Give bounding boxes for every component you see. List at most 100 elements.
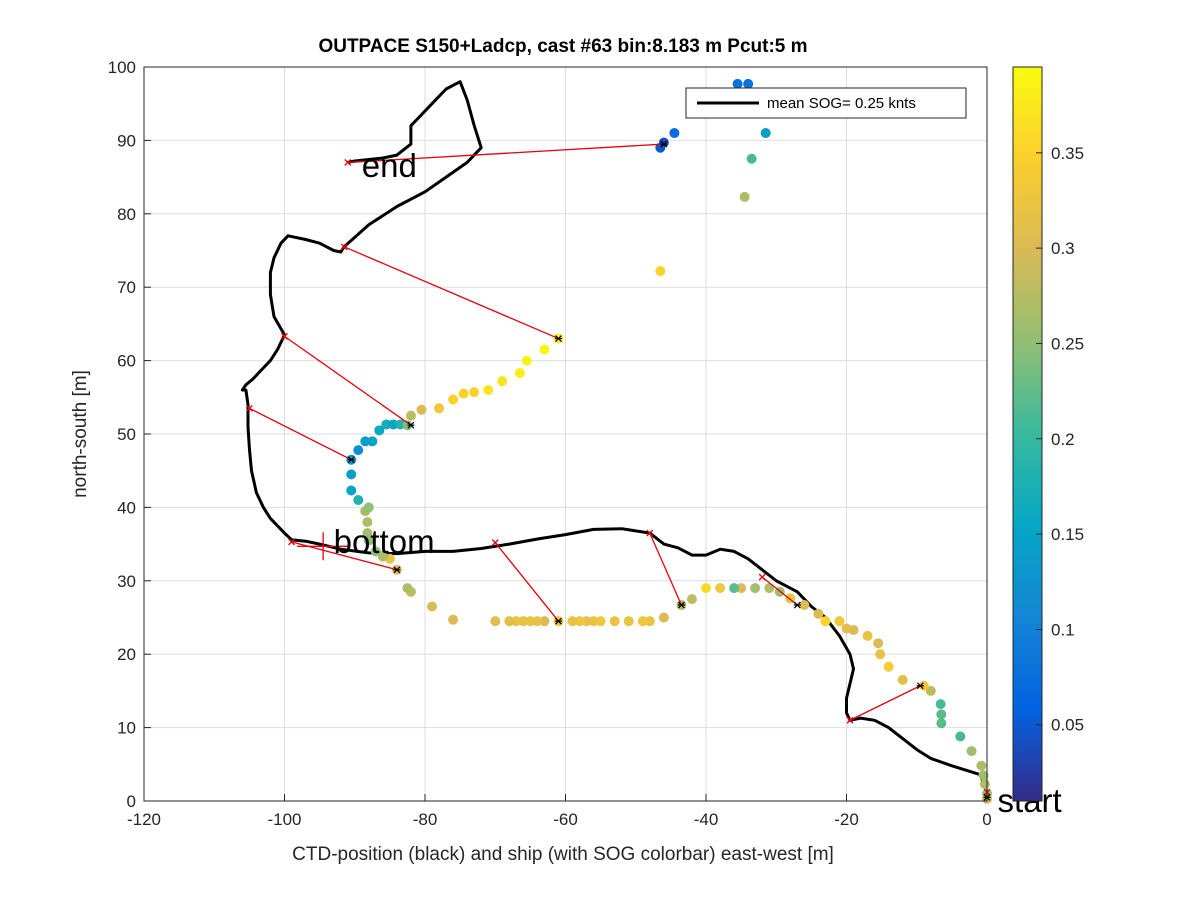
- ship-point: [377, 551, 388, 562]
- x-tick-label: 0: [982, 810, 991, 829]
- ship-marker: [793, 601, 801, 609]
- y-tick-label: 80: [117, 205, 136, 224]
- x-tick-label: -40: [694, 810, 719, 829]
- ship-point: [346, 469, 357, 480]
- ship-point: [813, 608, 824, 619]
- ship-marker: [677, 601, 685, 609]
- ship-point: [729, 583, 740, 594]
- y-tick-label: 60: [117, 352, 136, 371]
- colorbar-tick-label: 0.15: [1051, 525, 1084, 544]
- ship-point: [862, 630, 873, 641]
- ctd-ship-connector: [761, 576, 798, 606]
- ship-point: [623, 616, 634, 627]
- colorbar-tick-label: 0.2: [1051, 430, 1075, 449]
- ctd-ship-connector: [849, 685, 921, 721]
- ship-point: [936, 718, 947, 729]
- y-tick-label: 100: [108, 58, 136, 77]
- ship-point: [743, 78, 754, 89]
- ship-point: [658, 137, 669, 148]
- x-tick-label: -100: [267, 810, 301, 829]
- x-tick-label: -60: [553, 810, 578, 829]
- ship-point: [873, 638, 884, 649]
- ship-marker: [393, 566, 401, 574]
- ship-point: [746, 153, 757, 164]
- ship-point: [841, 623, 852, 634]
- ship-point: [820, 616, 831, 627]
- ship-point: [504, 616, 515, 627]
- ship-point: [434, 403, 445, 414]
- y-tick-label: 10: [117, 719, 136, 738]
- ctd-ship-connector: [284, 335, 412, 426]
- ship-point: [362, 517, 373, 528]
- ctd-ship-connector: [649, 532, 683, 606]
- ctd-marker: [288, 538, 295, 546]
- ship-point: [567, 616, 578, 627]
- ship-point: [448, 614, 459, 625]
- ship-point: [760, 128, 771, 139]
- colorbar-tick-label: 0.05: [1051, 716, 1084, 735]
- ship-marker: [660, 140, 668, 148]
- colorbar: [1012, 66, 1043, 802]
- ctd-marker: [758, 573, 766, 581]
- ship-point: [353, 445, 364, 456]
- y-tick-label: 30: [117, 572, 136, 591]
- ctd-ship-connector: [494, 542, 559, 622]
- ship-point: [936, 709, 947, 720]
- ship-point: [655, 266, 666, 277]
- ship-marker: [554, 617, 562, 625]
- ship-point: [883, 661, 894, 672]
- x-axis: -120 -100 -80 -60 -40 -20 0: [127, 794, 992, 829]
- y-tick-label: 90: [117, 131, 136, 150]
- ship-point: [370, 546, 381, 557]
- ship-point: [427, 601, 438, 612]
- ship-point: [978, 770, 989, 781]
- ship-marker: [347, 456, 355, 464]
- ship-point: [715, 583, 726, 594]
- ctd-ship-connector: [347, 143, 664, 164]
- ship-marker: [554, 335, 562, 343]
- ship-point: [955, 731, 966, 742]
- annotation-end: end: [362, 147, 417, 184]
- ship-point: [834, 616, 845, 627]
- ctd-marker: [646, 529, 654, 537]
- y-tick-label: 0: [127, 792, 136, 811]
- x-tick-label: -80: [413, 810, 438, 829]
- ship-point: [346, 485, 357, 496]
- ship-marker: [916, 682, 924, 690]
- legend-entry: mean SOG= 0.25 knts: [767, 95, 916, 112]
- ship-point: [490, 616, 501, 627]
- ctd-marker: [340, 243, 348, 251]
- ctd-marker: [846, 716, 854, 724]
- annotation-bottom: bottom: [334, 523, 435, 560]
- colorbar-tick-label: 0.3: [1051, 239, 1075, 258]
- ship-point: [637, 616, 648, 627]
- x-axis-label: CTD-position (black) and ship (with SOG …: [292, 844, 834, 865]
- ship-point: [750, 583, 761, 594]
- ship-marker: [407, 421, 415, 429]
- ship-point: [483, 384, 494, 395]
- ship-point: [469, 387, 480, 398]
- ctd-track-layer: [240, 80, 989, 798]
- ship-point: [405, 410, 416, 421]
- y-axis: 0 10 20 30 40 50 60 70 80 90 100: [108, 58, 151, 811]
- ctd-ship-connector: [249, 407, 352, 461]
- ship-point: [764, 583, 775, 594]
- ship-point: [966, 746, 977, 757]
- y-tick-label: 40: [117, 498, 136, 517]
- ship-point: [514, 368, 525, 379]
- ship-point: [448, 394, 459, 405]
- ship-point: [976, 760, 987, 771]
- ctd-track-line: [240, 80, 989, 798]
- ship-point: [458, 388, 469, 399]
- ship-point: [875, 649, 886, 660]
- ship-point: [362, 528, 373, 539]
- y-tick-label: 50: [117, 425, 136, 444]
- y-tick-label: 70: [117, 278, 136, 297]
- y-axis-label: north-south [m]: [70, 370, 91, 498]
- ship-point: [353, 495, 364, 506]
- ship-point: [539, 344, 550, 355]
- ship-point: [799, 600, 810, 611]
- colorbar-tick-label: 0.35: [1051, 144, 1084, 163]
- ctd-marker: [281, 332, 288, 340]
